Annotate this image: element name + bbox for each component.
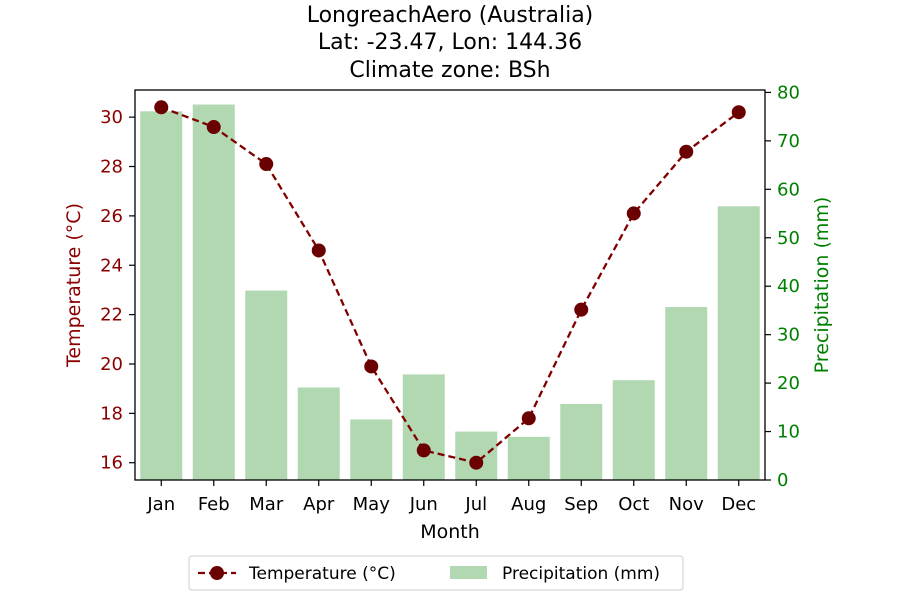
temperature-tick-label-24: 24: [100, 255, 123, 276]
precipitation-tick-label-80: 80: [777, 82, 800, 103]
x-tick-label-dec: Dec: [721, 494, 756, 515]
x-tick-label-feb: Feb: [198, 494, 230, 515]
chart-title-line-1: LongreachAero (Australia): [307, 3, 594, 28]
precipitation-bar-apr: [297, 387, 340, 480]
temperature-line-path: [160, 106, 740, 464]
legend-temperature-label: Temperature (°C): [248, 564, 396, 584]
temperature-point-apr: [311, 243, 326, 258]
temperature-point-mar: [259, 157, 274, 172]
temperature-line: [154, 100, 746, 470]
precipitation-bar-dec: [717, 206, 760, 480]
precipitation-bar-oct: [612, 380, 655, 480]
precipitation-bar-mar: [245, 290, 288, 480]
x-axis-label: Month: [420, 521, 480, 543]
temperature-axis: 16 18 20 22 24 26 28 30: [100, 107, 135, 474]
precipitation-bar-aug: [507, 436, 550, 480]
temperature-point-nov: [679, 144, 694, 159]
temperature-tick-label-16: 16: [100, 453, 123, 474]
legend-box: [188, 555, 684, 591]
precipitation-bar-nov: [665, 307, 708, 480]
x-tick-label-oct: Oct: [618, 494, 649, 515]
precipitation-bar-feb: [192, 104, 235, 480]
temperature-point-jun: [416, 443, 431, 458]
chart-title-line-2: Lat: -23.47, Lon: 144.36: [318, 30, 582, 55]
precipitation-tick-label-60: 60: [777, 179, 800, 200]
precipitation-tick-label-10: 10: [777, 422, 800, 443]
temperature-point-jul: [469, 455, 484, 470]
precipitation-bar-sep: [560, 403, 603, 480]
x-tick-label-nov: Nov: [669, 494, 704, 515]
x-tick-label-jul: Jul: [464, 494, 487, 515]
temperature-point-sep: [574, 302, 589, 317]
precipitation-tick-label-20: 20: [777, 373, 800, 394]
temperature-point-feb: [206, 120, 221, 135]
plot-frame: [134, 89, 766, 481]
precipitation-bar-jan: [140, 111, 183, 480]
legend-precipitation-swatch: [450, 566, 487, 579]
y-right-axis-label: Precipitation (mm): [811, 197, 833, 374]
chart-title-line-3: Climate zone: BSh: [349, 58, 550, 83]
temperature-tick-label-18: 18: [100, 403, 123, 424]
temperature-point-may: [364, 359, 379, 374]
precipitation-bars: [140, 104, 760, 480]
y-left-axis-label: Temperature (°C): [63, 203, 85, 368]
temperature-point-dec: [731, 105, 746, 120]
x-tick-label-sep: Sep: [564, 494, 598, 515]
temperature-tick-label-20: 20: [100, 354, 123, 375]
x-tick-label-jun: Jun: [409, 494, 438, 515]
x-tick-label-mar: Mar: [249, 494, 284, 515]
precipitation-tick-label-50: 50: [777, 228, 800, 249]
precipitation-tick-label-70: 70: [777, 131, 800, 152]
x-tick-label-may: May: [353, 494, 391, 515]
precipitation-axis: 0 10 20 30 40 50 60 70 80: [765, 82, 800, 491]
precipitation-bar-may: [350, 419, 393, 480]
chart-title: LongreachAero (Australia) Lat: -23.47, L…: [307, 3, 594, 83]
precipitation-tick-label-40: 40: [777, 276, 800, 297]
temperature-tick-label-22: 22: [100, 305, 123, 326]
legend-precipitation-label: Precipitation (mm): [502, 564, 660, 584]
temperature-tick-label-26: 26: [100, 206, 123, 227]
temperature-tick-label-28: 28: [100, 157, 123, 178]
temperature-point-oct: [626, 206, 641, 221]
legend: Temperature (°C) Precipitation (mm): [188, 555, 684, 591]
precipitation-tick-label-0: 0: [777, 470, 788, 491]
x-axis: Jan Feb Mar Apr May Jun Jul Aug Sep Oct Nov Dec: [146, 480, 756, 515]
temperature-point-aug: [521, 411, 536, 426]
temperature-tick-label-30: 30: [100, 107, 123, 128]
x-tick-label-aug: Aug: [511, 494, 546, 515]
x-tick-label-apr: Apr: [303, 494, 335, 515]
precipitation-tick-label-30: 30: [777, 325, 800, 346]
temperature-point-jan: [154, 100, 169, 115]
x-tick-label-jan: Jan: [146, 494, 175, 515]
legend-temperature-marker: [210, 566, 224, 580]
